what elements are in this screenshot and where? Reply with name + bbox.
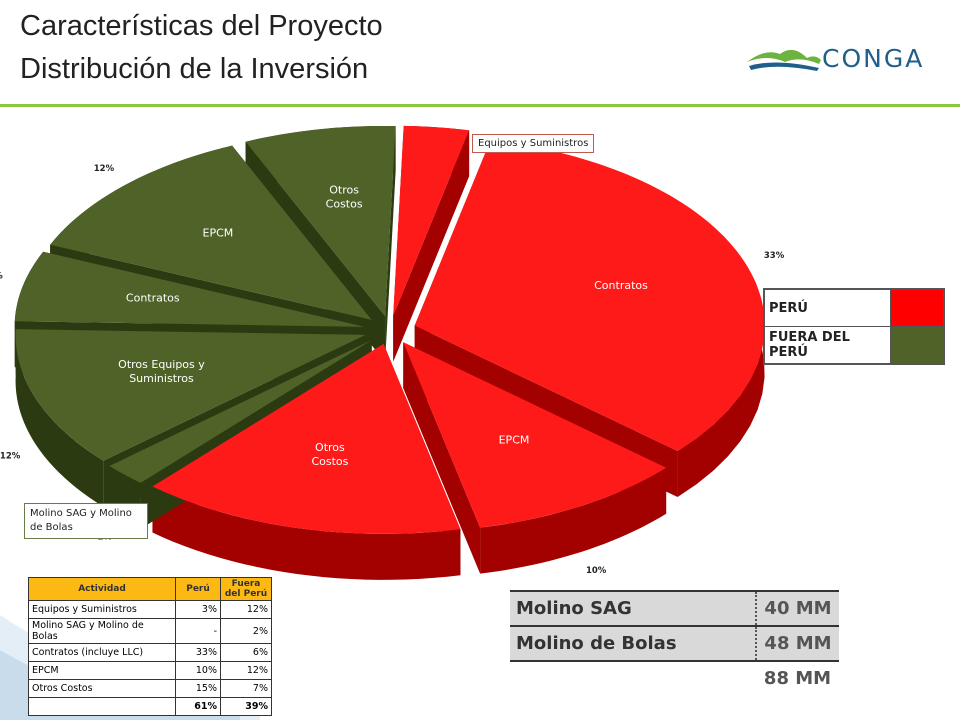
pie-pct-label: 10% <box>586 566 607 576</box>
activity-total-row: 61% 39% <box>28 697 272 716</box>
legend-swatch-fuera <box>890 326 945 365</box>
pie-slice-label: Contratos <box>126 291 180 304</box>
pie-slice-label: Otros <box>315 441 345 454</box>
mill-label: Molino SAG <box>510 590 757 627</box>
pie-chart: 3%33%Contratos10%EPCM15%OtrosCostos2%12%… <box>0 125 785 580</box>
pie-slice <box>403 342 667 528</box>
activity-fuera: 7% <box>220 679 272 698</box>
table-row: Molino SAG y Molino de Bolas - 2% <box>28 618 272 644</box>
pie-slice-wall <box>393 130 470 362</box>
activity-peru: - <box>175 618 221 644</box>
pie-slice-label: Otros Equipos y <box>118 358 205 371</box>
pie-slice-label: Otros <box>329 183 359 196</box>
activity-name: Contratos (incluye LLC) <box>28 643 176 662</box>
mill-value: 40 MM <box>756 590 839 627</box>
activity-col-peru: Perú <box>175 577 221 601</box>
pie-slice <box>50 145 372 320</box>
activity-total-fuera: 39% <box>220 697 272 716</box>
mill-cost-table: Molino SAG 40 MM Molino de Bolas 48 MM 8… <box>510 590 839 695</box>
pie-slice-label: EPCM <box>499 434 530 447</box>
pie-slice <box>15 329 366 461</box>
activity-col-fuera: Fuera del Perú <box>220 577 272 601</box>
pie-slice-label: EPCM <box>203 227 234 240</box>
mill-label: Molino de Bolas <box>510 626 757 662</box>
legend-row-fuera: FUERA DEL PERÚ <box>763 326 945 365</box>
pie-slice-wall <box>385 126 396 362</box>
pie-slice-side <box>480 467 667 574</box>
legend-row-peru: PERÚ <box>763 288 945 327</box>
legend-label-peru: PERÚ <box>763 288 891 327</box>
pie-slice <box>393 125 470 316</box>
mill-total: 88 MM <box>763 668 832 689</box>
pie-slice-label: Costos <box>326 197 363 210</box>
chart-legend: PERÚ FUERA DEL PERÚ <box>763 288 945 365</box>
activity-fuera: 12% <box>220 661 272 680</box>
callout-equipos: Equipos y Suministros <box>472 134 595 153</box>
table-row: Contratos (incluye LLC) 33% 6% <box>28 643 272 662</box>
pie-pct-label: 12% <box>94 164 115 174</box>
pie-slice-side <box>15 329 104 507</box>
conga-logo-icon <box>747 49 821 71</box>
callout-molino: Molino SAG y Molino de Bolas <box>24 503 148 539</box>
logo-text: CONGA <box>822 44 925 73</box>
pie-pct-label: 33% <box>764 251 785 261</box>
activity-table: Actividad Perú Fuera del Perú Equipos y … <box>28 577 272 716</box>
table-row: Molino SAG 40 MM <box>510 590 839 627</box>
mill-value: 48 MM <box>756 626 839 662</box>
activity-fuera: 6% <box>220 643 272 662</box>
table-row: Molino de Bolas 48 MM <box>510 626 839 662</box>
pie-pct-label: 12% <box>0 452 21 462</box>
page-title-line2: Distribución de la Inversión <box>20 53 369 85</box>
pie-slice-label: Costos <box>311 455 348 468</box>
pie-slice <box>414 140 765 452</box>
pie-pct-label: 6% <box>0 271 3 281</box>
pie-slice-wall <box>403 342 481 574</box>
activity-col-header: Actividad <box>28 577 176 601</box>
header-divider <box>0 104 960 107</box>
mill-total-row: 88 MM <box>510 661 839 695</box>
activity-total-label <box>28 697 176 716</box>
activity-peru: 33% <box>175 643 221 662</box>
pie-slice <box>14 251 365 327</box>
activity-total-peru: 61% <box>175 697 221 716</box>
table-row: EPCM 10% 12% <box>28 661 272 680</box>
activity-fuera: 2% <box>220 618 272 644</box>
table-row: Equipos y Suministros 3% 12% <box>28 600 272 619</box>
activity-name: Otros Costos <box>28 679 176 698</box>
activity-fuera: 12% <box>220 600 272 619</box>
activity-peru: 15% <box>175 679 221 698</box>
activity-header-row: Actividad Perú Fuera del Perú <box>28 577 272 601</box>
legend-swatch-peru <box>890 288 945 327</box>
activity-name: Molino SAG y Molino de Bolas <box>28 618 176 644</box>
activity-peru: 3% <box>175 600 221 619</box>
pie-slice-label: Contratos <box>594 279 648 292</box>
pie-slice-label: Suministros <box>129 372 194 385</box>
pie-slice-side <box>152 486 461 580</box>
pie-slice <box>152 343 461 534</box>
pie-slice <box>109 340 372 483</box>
pie-slice <box>245 125 396 316</box>
activity-name: Equipos y Suministros <box>28 600 176 619</box>
activity-peru: 10% <box>175 661 221 680</box>
page-title-line1: Características del Proyecto <box>20 10 383 42</box>
table-row: Otros Costos 15% 7% <box>28 679 272 698</box>
legend-label-fuera: FUERA DEL PERÚ <box>763 326 891 365</box>
activity-name: EPCM <box>28 661 176 680</box>
